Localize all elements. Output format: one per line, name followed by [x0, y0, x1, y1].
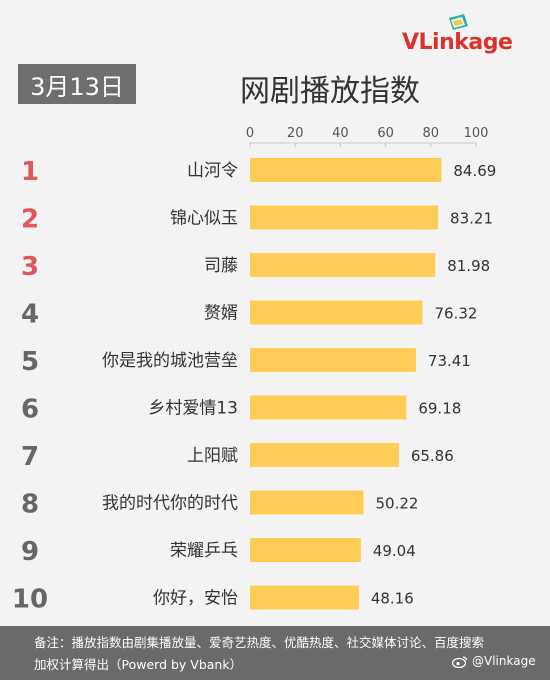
chart-row: 10 你好，安怡 48.16 — [12, 585, 414, 615]
chart-row: 9 荣耀乒乓 49.04 — [21, 537, 416, 567]
bar — [250, 253, 436, 277]
x-tick-label: 0 — [246, 126, 254, 141]
value-label: 48.16 — [371, 590, 414, 608]
footer-note: 备注：播放指数由剧集播放量、爱奇艺热度、优酷热度、社交媒体讨论、百度搜索加权计算… — [34, 635, 485, 672]
date-badge: 3月13日 — [18, 64, 136, 104]
x-axis-ticks: 0 20 40 60 80 100 — [246, 126, 489, 147]
category-label: 荣耀乒乓 — [170, 541, 238, 561]
category-label: 你是我的城池营垒 — [102, 351, 238, 371]
value-label: 83.21 — [450, 210, 493, 228]
bar — [250, 538, 361, 562]
category-label: 你好，安怡 — [153, 589, 238, 609]
chart-row: 2 锦心似玉 83.21 — [21, 205, 493, 235]
logo-mark-icon — [449, 14, 468, 30]
bar — [250, 490, 364, 515]
x-tick-label: 80 — [423, 126, 440, 141]
value-label: 81.98 — [447, 257, 490, 275]
vlinkage-logo: VLinkage — [402, 14, 534, 55]
bar — [250, 158, 442, 182]
x-tick-label: 20 — [287, 126, 304, 141]
footer: 备注：播放指数由剧集播放量、爱奇艺热度、优酷热度、社交媒体讨论、百度搜索加权计算… — [0, 626, 550, 680]
bar — [250, 585, 359, 610]
chart-row: 6 乡村爱情13 69.18 — [21, 395, 461, 425]
rank-label: 5 — [21, 347, 39, 377]
x-tick-label: 100 — [464, 126, 489, 141]
chart-row: 1 山河令 84.69 — [21, 157, 496, 187]
value-label: 50.22 — [375, 495, 418, 513]
bar — [250, 443, 399, 467]
bar — [250, 348, 416, 372]
value-label: 84.69 — [453, 162, 496, 180]
category-label: 赘婿 — [204, 304, 238, 324]
rank-label: 3 — [21, 252, 39, 282]
category-label: 山河令 — [187, 161, 238, 181]
chart-row: 8 我的时代你的时代 50.22 — [21, 490, 418, 520]
rank-label: 1 — [21, 157, 39, 187]
chart-row: 4 赘婿 76.32 — [21, 300, 477, 330]
value-label: 65.86 — [411, 447, 454, 465]
bar — [250, 300, 423, 325]
chart-row: 3 司藤 81.98 — [21, 252, 490, 282]
weibo-watermark: @Vlinkage — [452, 654, 536, 668]
chart-title: 网剧播放指数 — [240, 74, 420, 109]
category-label: 我的时代你的时代 — [102, 494, 238, 514]
x-tick-label: 60 — [377, 126, 394, 141]
rank-label: 6 — [21, 395, 39, 425]
weibo-icon — [452, 655, 468, 668]
x-tick-label: 40 — [332, 126, 349, 141]
value-label: 73.41 — [428, 352, 471, 370]
chart-rows: 1 山河令 84.69 2 锦心似玉 83.21 3 司藤 81.98 4 赘婿 76.32 5 你是我的… — [12, 157, 496, 615]
category-label: 锦心似玉 — [170, 209, 238, 229]
chart-row: 5 你是我的城池营垒 73.41 — [21, 347, 471, 377]
watermark-text: @Vlinkage — [472, 654, 536, 668]
value-label: 76.32 — [434, 305, 477, 323]
bar-chart: 0 20 40 60 80 100 1 山河令 84.69 2 锦心似玉 83.21 3 司藤 81.98… — [12, 126, 496, 615]
category-label: 上阳赋 — [187, 446, 238, 466]
rank-label: 9 — [21, 537, 39, 567]
category-label: 司藤 — [204, 256, 238, 276]
rank-label: 7 — [21, 442, 39, 472]
bar — [250, 205, 439, 230]
rank-label: 4 — [21, 300, 39, 330]
brand-name: VLinkage — [402, 30, 513, 55]
value-label: 49.04 — [373, 542, 416, 560]
rank-label: 10 — [12, 585, 48, 615]
category-label: 乡村爱情13 — [148, 399, 238, 419]
bar — [250, 395, 407, 420]
chart-row: 7 上阳赋 65.86 — [21, 442, 454, 472]
value-label: 69.18 — [418, 400, 461, 418]
rank-label: 2 — [21, 205, 39, 235]
rank-label: 8 — [21, 490, 39, 520]
